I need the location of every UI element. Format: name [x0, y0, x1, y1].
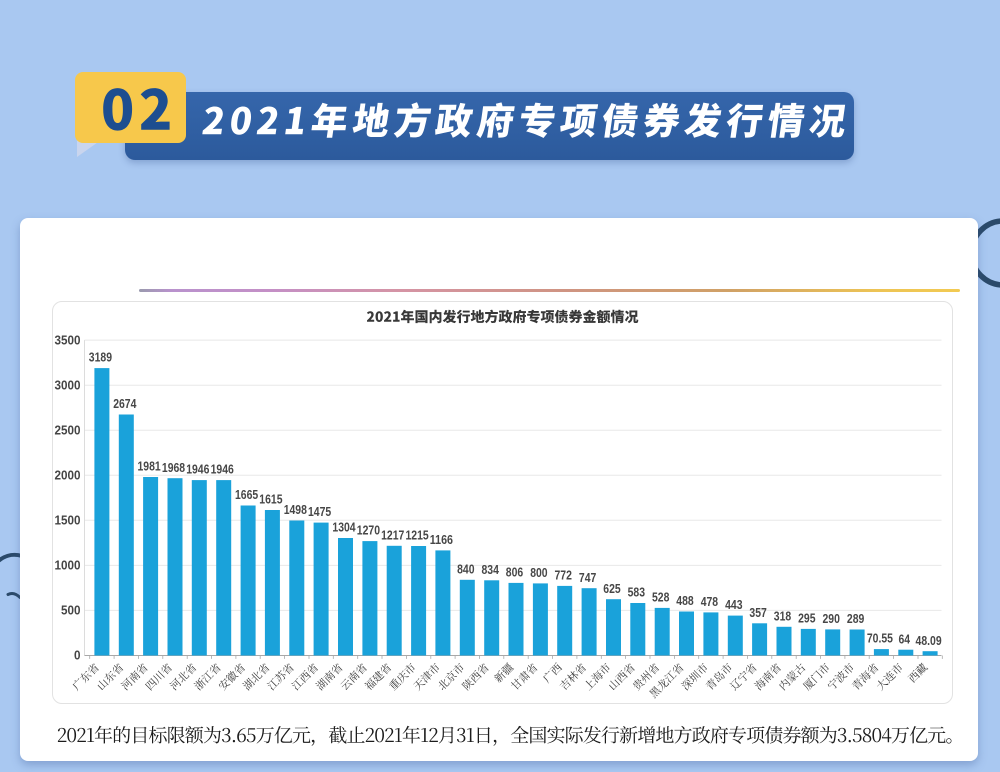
svg-text:528: 528	[652, 590, 669, 605]
svg-text:1500: 1500	[55, 513, 81, 528]
svg-text:3000: 3000	[55, 377, 81, 392]
svg-text:1968: 1968	[162, 460, 185, 475]
svg-text:806: 806	[506, 565, 523, 580]
svg-text:1498: 1498	[284, 502, 307, 517]
svg-text:488: 488	[676, 593, 693, 608]
svg-text:64: 64	[899, 631, 911, 646]
svg-text:478: 478	[701, 594, 718, 609]
svg-text:295: 295	[798, 611, 815, 626]
svg-text:1946: 1946	[211, 462, 234, 477]
svg-text:3189: 3189	[89, 350, 112, 365]
svg-text:1215: 1215	[406, 528, 429, 543]
svg-text:1665: 1665	[235, 487, 258, 502]
svg-text:1000: 1000	[55, 558, 81, 573]
svg-text:1166: 1166	[430, 532, 453, 547]
svg-text:289: 289	[847, 611, 864, 626]
svg-text:747: 747	[579, 570, 596, 585]
svg-text:1304: 1304	[332, 520, 356, 535]
svg-text:1981: 1981	[138, 459, 161, 474]
svg-text:357: 357	[749, 605, 766, 620]
svg-text:1217: 1217	[381, 527, 404, 542]
svg-text:1946: 1946	[186, 462, 209, 477]
svg-text:3500: 3500	[55, 332, 81, 347]
svg-text:2674: 2674	[113, 396, 137, 411]
svg-text:1615: 1615	[259, 492, 282, 507]
svg-text:583: 583	[628, 585, 645, 600]
svg-text:318: 318	[774, 608, 791, 623]
svg-text:290: 290	[823, 611, 840, 626]
svg-text:834: 834	[482, 562, 500, 577]
svg-text:2000: 2000	[55, 468, 81, 483]
svg-text:625: 625	[603, 581, 620, 596]
svg-text:0: 0	[74, 648, 81, 663]
svg-text:70.55: 70.55	[867, 631, 893, 646]
svg-text:772: 772	[555, 568, 572, 583]
svg-text:800: 800	[530, 565, 547, 580]
svg-text:500: 500	[61, 603, 81, 618]
svg-text:1475: 1475	[308, 504, 331, 519]
svg-text:443: 443	[725, 597, 742, 612]
svg-text:1270: 1270	[357, 523, 380, 538]
svg-text:2500: 2500	[55, 422, 81, 437]
svg-text:840: 840	[457, 561, 474, 576]
svg-text:48.09: 48.09	[916, 633, 942, 648]
